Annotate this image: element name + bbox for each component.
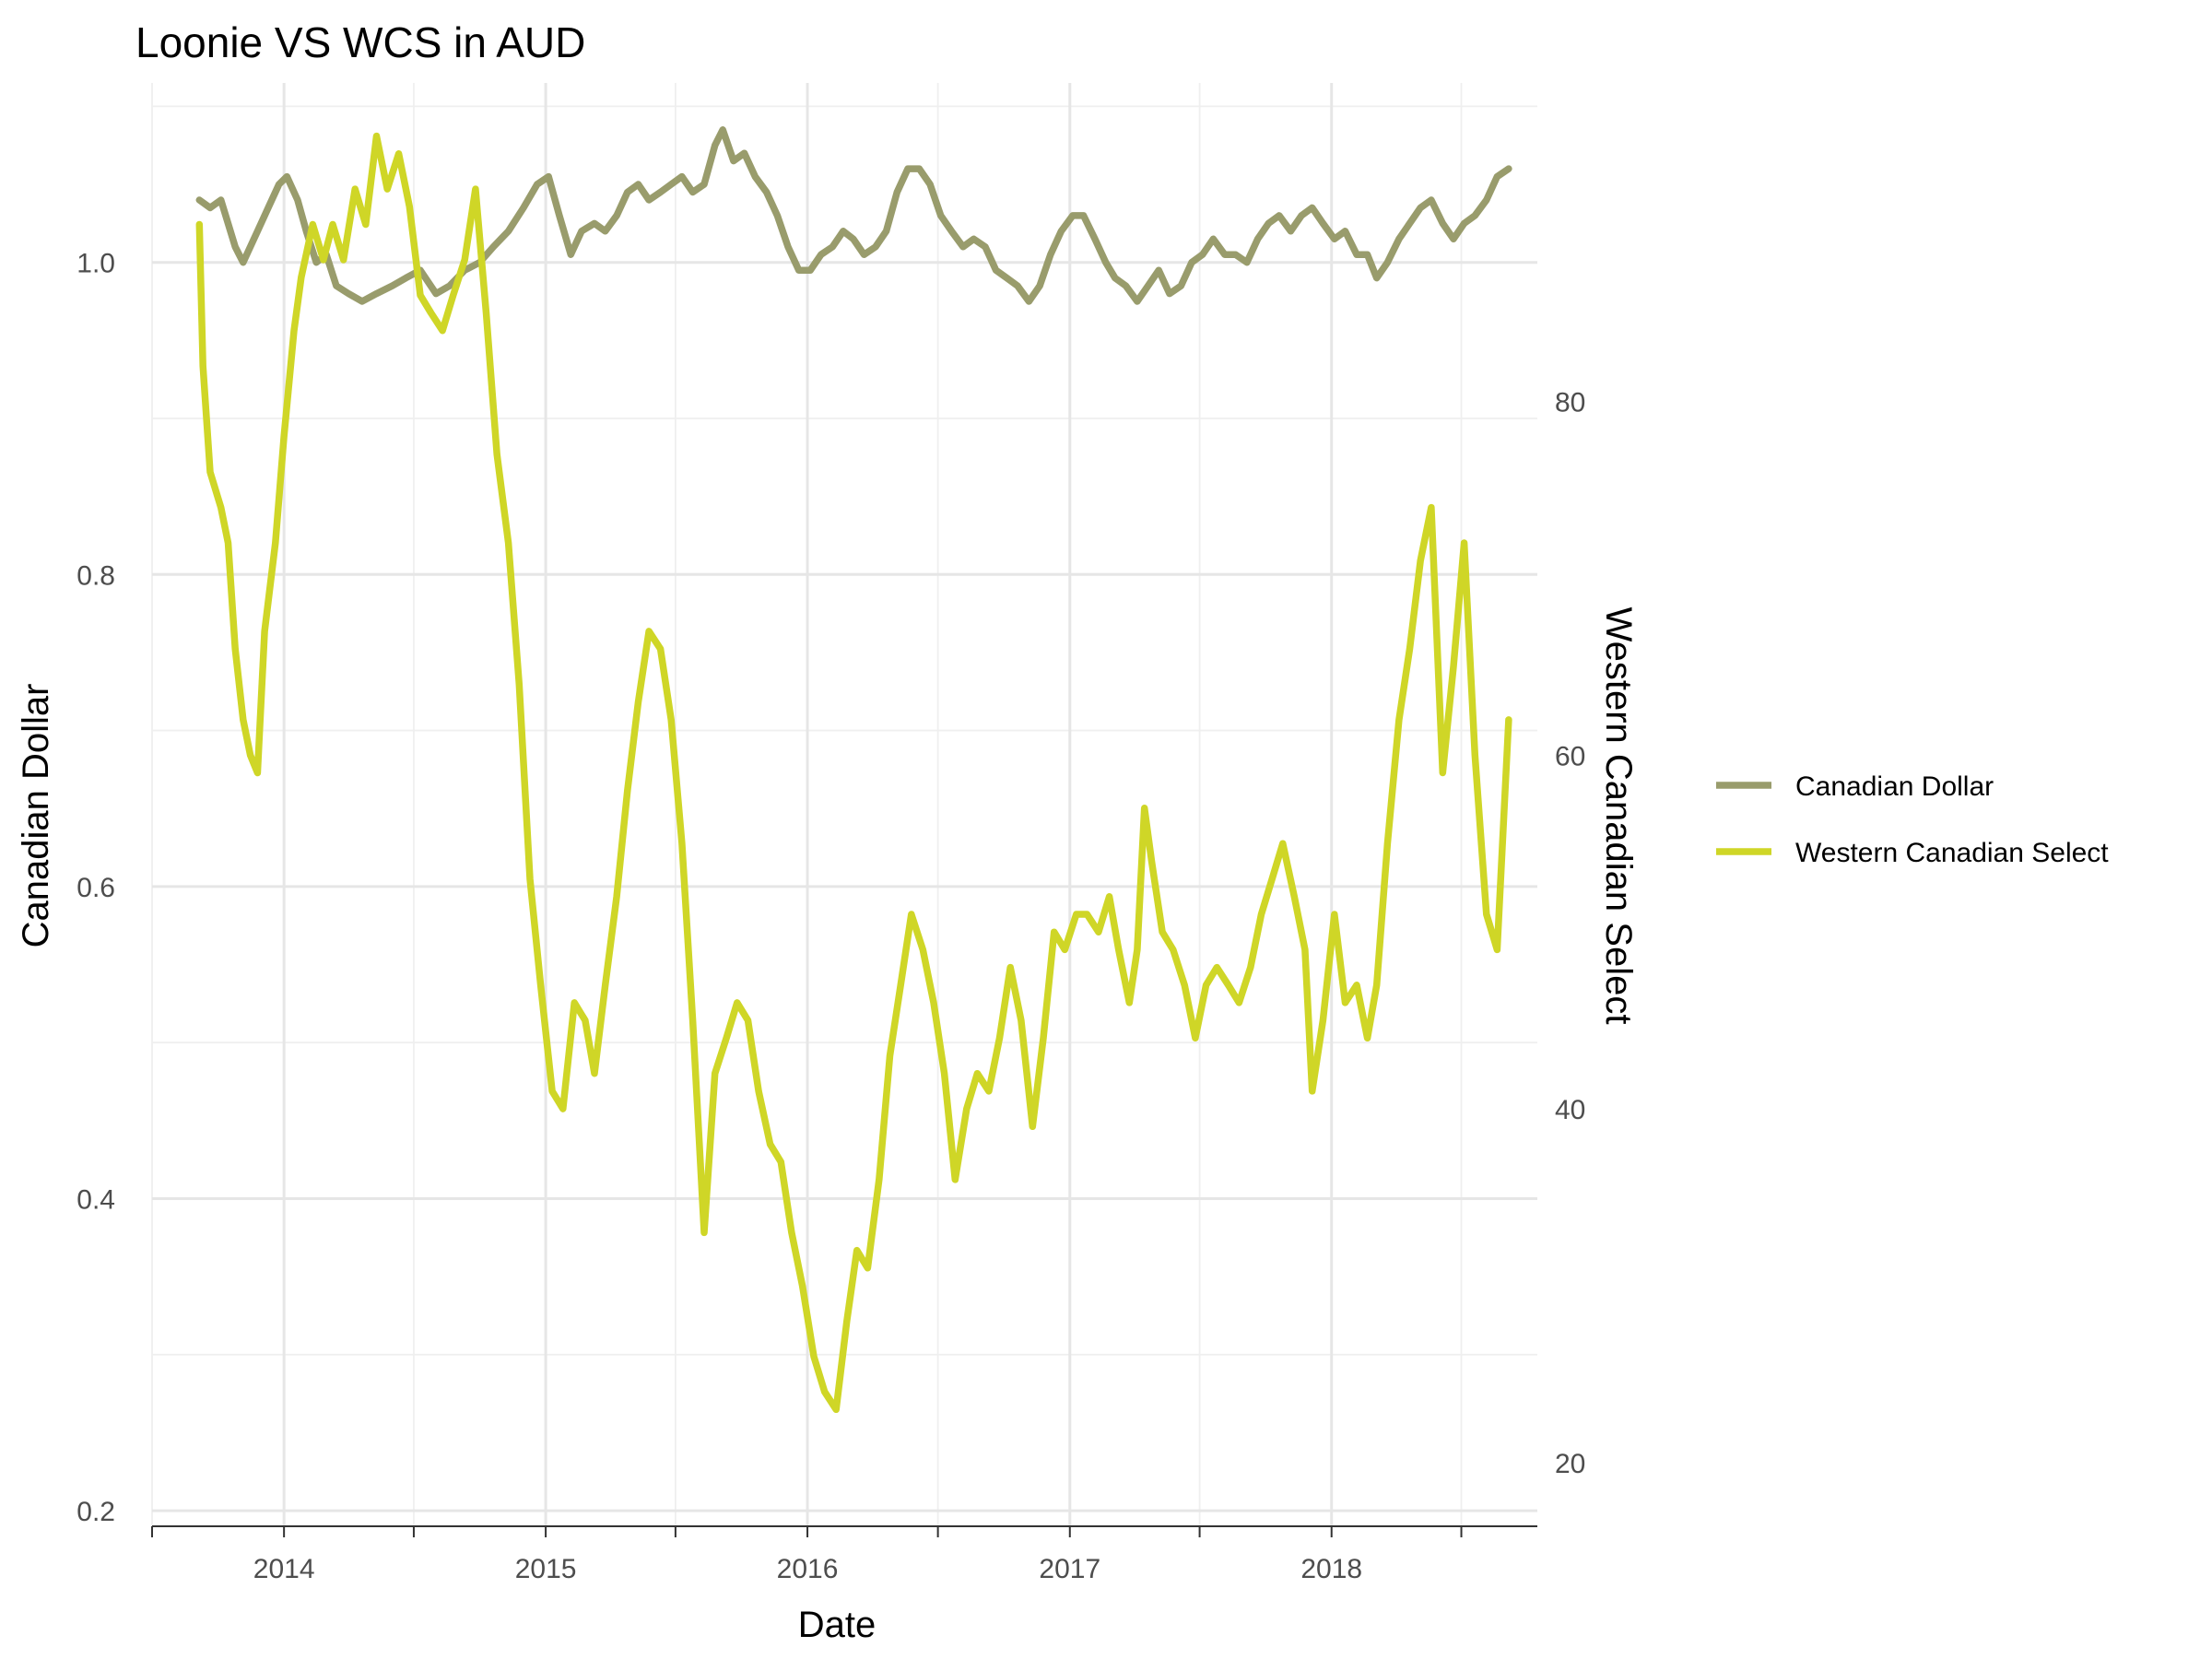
x-tick-label-2014: 2014 bbox=[253, 1554, 315, 1584]
legend-label-western-canadian-select: Western Canadian Select bbox=[1795, 838, 2109, 868]
legend: Canadian Dollar Western Canadian Select bbox=[1716, 771, 2109, 868]
y2-tick-label-40: 40 bbox=[1555, 1095, 1585, 1125]
legend-label-canadian-dollar: Canadian Dollar bbox=[1795, 771, 1994, 802]
y-tick-label-0-4: 0.4 bbox=[76, 1184, 115, 1215]
y2-tick-label-20: 20 bbox=[1555, 1449, 1585, 1479]
x-axis-title: Date bbox=[798, 1605, 877, 1645]
y2-axis-title: Western Canadian Select bbox=[1598, 607, 1639, 1025]
y-tick-label-0-8: 0.8 bbox=[76, 560, 115, 591]
series-line-canadian-dollar bbox=[195, 126, 1512, 305]
chart-title: Loonie VS WCS in AUD bbox=[135, 18, 585, 66]
x-tick-label-2017: 2017 bbox=[1039, 1554, 1100, 1584]
x-tick-label-2015: 2015 bbox=[515, 1554, 577, 1584]
x-tick-label-2016: 2016 bbox=[777, 1554, 839, 1584]
y2-tick-label-80: 80 bbox=[1555, 387, 1585, 418]
x-tick-label-2018: 2018 bbox=[1300, 1554, 1362, 1584]
axis-ticks bbox=[151, 1525, 1537, 1537]
y-tick-label-1-0: 1.0 bbox=[76, 249, 115, 279]
series-line-western-canadian-select bbox=[195, 132, 1512, 1414]
series-lines bbox=[195, 126, 1512, 1414]
y-tick-label-0-2: 0.2 bbox=[76, 1497, 115, 1527]
y2-tick-label-60: 60 bbox=[1555, 741, 1585, 771]
grid bbox=[151, 83, 1537, 1526]
tick-labels: 2014 2015 2016 2017 2018 0.2 0.4 0.6 0.8 1.0 20 40 6… bbox=[76, 249, 1585, 1584]
y-axis-title: Canadian Dollar bbox=[16, 684, 56, 948]
y-tick-label-0-6: 0.6 bbox=[76, 873, 115, 903]
